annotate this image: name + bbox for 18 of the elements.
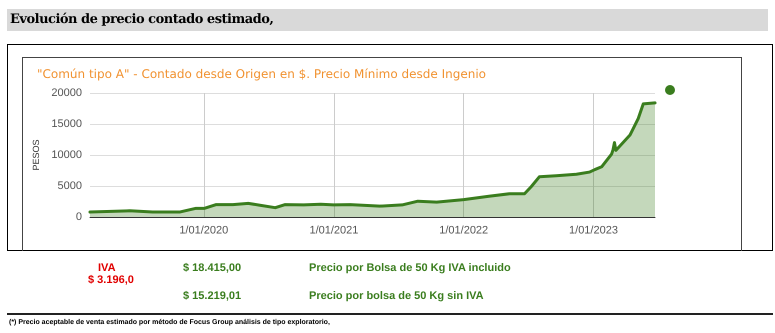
- y-tick-label: 15000: [51, 118, 82, 130]
- x-tick-label: 1/01/2021: [309, 224, 358, 236]
- y-tick-label: 10000: [51, 149, 82, 161]
- text: $ 3.196,0: [88, 274, 134, 286]
- y-tick-label: 0: [76, 211, 82, 223]
- y-tick-label: 5000: [58, 180, 82, 192]
- text: Precio por Bolsa de 50 Kg IVA incluido: [309, 262, 511, 274]
- chart-subtitle: "Común tipo A" - Contado desde Origen en $. Precio Mínimo desde Ingenio: [37, 67, 486, 81]
- text: IVA: [98, 262, 116, 274]
- text: Precio por bolsa de 50 Kg sin IVA: [309, 290, 484, 302]
- chart-title: Evolución de precio contado estimado,: [7, 9, 768, 31]
- x-tick-label: 1/01/2023: [569, 224, 618, 236]
- text: $ 15.219,01: [183, 290, 242, 302]
- text: $ 18.415,00: [183, 262, 242, 274]
- x-tick-label: 1/01/2022: [439, 224, 488, 236]
- x-tick-label: 1/01/2020: [179, 224, 228, 236]
- y-axis-title: PESOS: [31, 139, 42, 171]
- y-tick-label: 20000: [51, 87, 82, 99]
